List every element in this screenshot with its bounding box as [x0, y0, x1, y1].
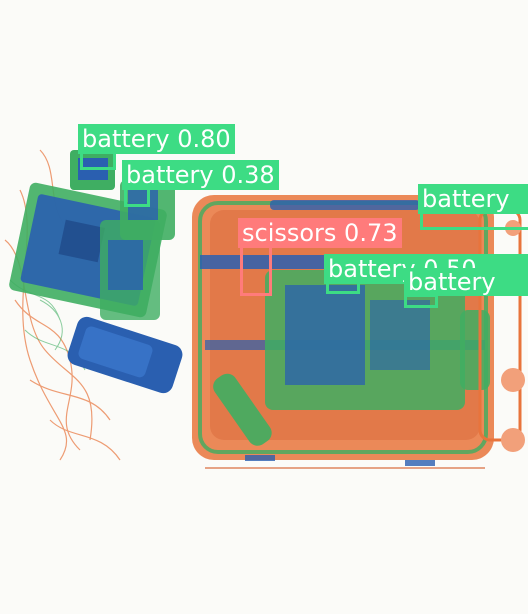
detection-box-scissors-073 [240, 244, 272, 296]
detection-label-battery-038: battery 0.38 [122, 160, 279, 190]
power-bank [67, 316, 183, 394]
detection-box-battery-right [404, 294, 438, 308]
detection-label-battery-080: battery 0.80 [78, 124, 235, 154]
detection-label-battery-top-right: battery [418, 184, 528, 214]
detection-label-battery-right: battery [404, 268, 528, 296]
detection-label-scissors-073: scissors 0.73 [238, 218, 402, 248]
